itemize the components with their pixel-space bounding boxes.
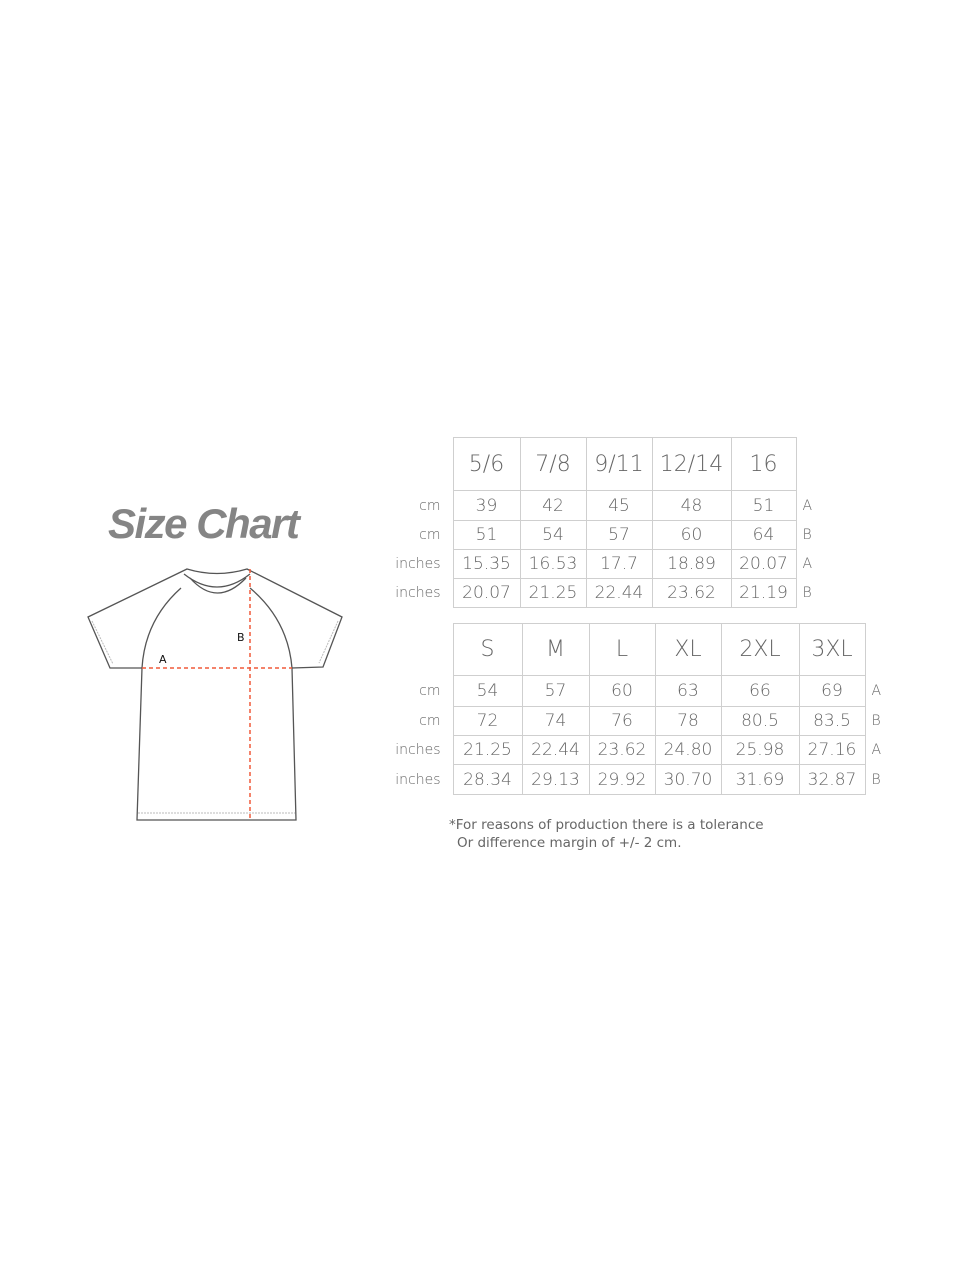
unit-label: cm [419, 713, 441, 729]
measure-key: A [871, 742, 882, 758]
unit-label: inches [395, 585, 441, 601]
label-b: B [237, 631, 245, 644]
label-a: A [159, 653, 167, 666]
measurement-cell: 80.5 [720, 706, 800, 736]
size-header: S [452, 623, 523, 676]
measurement-cell: 57 [521, 675, 590, 707]
measurement-cell: 45 [585, 490, 653, 521]
size-header-row: 5/6 7/8 9/11 12/14 16 [380, 437, 826, 491]
note-line-2: Or difference margin of +/- 2 cm. [457, 835, 682, 851]
measurement-cell: 57 [585, 520, 653, 550]
size-header: M [521, 623, 590, 676]
empty-cell [380, 624, 453, 676]
measurement-cell: 48 [651, 490, 732, 521]
measurement-cell: 24.80 [654, 735, 722, 765]
measurement-cell: 29.13 [521, 764, 590, 795]
size-header: XL [654, 623, 722, 676]
table-row: inches 20.07 21.25 22.44 23.62 21.19 B [380, 578, 826, 608]
measurement-cell: 22.44 [521, 735, 590, 765]
measurement-cell: 23.62 [651, 578, 732, 608]
measurement-cell: 17.7 [585, 549, 653, 579]
unit-label: cm [419, 527, 441, 543]
size-header: L [588, 623, 656, 676]
table-row: cm 39 42 45 48 51 A [380, 490, 826, 521]
measurement-cell: 22.44 [585, 578, 653, 608]
note-line-1: *For reasons of production there is a to… [449, 817, 764, 833]
size-header: 16 [730, 437, 797, 491]
measurement-cell: 42 [519, 490, 587, 521]
measurement-cell: 60 [651, 520, 732, 550]
measurement-cell: 39 [452, 490, 521, 521]
measurement-cell: 21.19 [730, 578, 797, 608]
size-header-row: S M L XL 2XL 3XL [380, 623, 895, 676]
unit-label: inches [395, 771, 441, 788]
measure-key: A [802, 497, 813, 514]
size-chart-title: Size Chart [108, 500, 300, 547]
measurement-cell: 78 [654, 706, 722, 736]
table-row: inches 15.35 16.53 17.7 18.89 20.07 A [380, 549, 826, 579]
measurement-cell: 66 [720, 675, 800, 707]
measurement-cell: 28.34 [452, 764, 523, 795]
measurement-cell: 21.25 [519, 578, 587, 608]
measurement-cell: 20.07 [452, 578, 521, 608]
measurement-cell: 64 [730, 520, 797, 550]
measurement-cell: 51 [730, 490, 797, 521]
tolerance-note: *For reasons of production there is a to… [449, 816, 764, 852]
table-row: cm 72 74 76 78 80.5 83.5 B [380, 706, 895, 736]
measure-key: B [802, 527, 812, 543]
measurement-cell: 15.35 [452, 549, 521, 579]
stitching [91, 620, 339, 814]
measurement-cell: 20.07 [730, 549, 797, 579]
measurement-cell: 27.16 [798, 735, 866, 765]
measure-key: B [871, 771, 881, 788]
measurement-cell: 29.92 [588, 764, 656, 795]
size-header: 3XL [798, 623, 866, 676]
unit-label: cm [419, 683, 441, 699]
size-header: 7/8 [519, 437, 587, 491]
empty-cell [796, 438, 826, 491]
measurement-cell: 60 [588, 675, 656, 707]
measurement-cell: 76 [588, 706, 656, 736]
size-header: 5/6 [452, 437, 521, 491]
measure-key: A [871, 683, 882, 699]
measurement-cell: 74 [521, 706, 590, 736]
table-row: inches 21.25 22.44 23.62 24.80 25.98 27.16 A [380, 735, 895, 765]
measurement-cell: 63 [654, 675, 722, 707]
measurement-cell: 30.70 [654, 764, 722, 795]
measurement-cell: 69 [798, 675, 866, 707]
measurement-cell: 51 [452, 520, 521, 550]
table-row: inches 28.34 29.13 29.92 30.70 31.69 32.87 B [380, 764, 895, 795]
measurement-cell: 54 [452, 675, 523, 707]
empty-cell [865, 624, 895, 676]
tshirt-outline [87, 568, 343, 821]
measurement-cell: 31.69 [720, 764, 800, 795]
measurement-cell: 83.5 [798, 706, 866, 736]
measurement-cell: 54 [519, 520, 587, 550]
measurement-cell: 23.62 [588, 735, 656, 765]
measurement-cell: 21.25 [452, 735, 523, 765]
table-row: cm 51 54 57 60 64 B [380, 520, 826, 550]
size-header: 9/11 [585, 437, 653, 491]
unit-label: inches [395, 556, 441, 572]
measure-key: B [802, 585, 812, 601]
measure-key: B [871, 713, 881, 729]
measurement-cell: 25.98 [720, 735, 800, 765]
measure-key: A [802, 556, 813, 572]
measurement-cell: 16.53 [519, 549, 587, 579]
size-header: 2XL [720, 623, 800, 676]
size-header: 12/14 [651, 437, 732, 491]
measurement-cell: 32.87 [798, 764, 866, 795]
table-row: cm 54 57 60 63 66 69 A [380, 675, 895, 707]
unit-label: cm [419, 497, 441, 514]
empty-cell [380, 438, 453, 491]
measurement-cell: 72 [452, 706, 523, 736]
unit-label: inches [395, 742, 441, 758]
measurement-cell: 18.89 [651, 549, 732, 579]
